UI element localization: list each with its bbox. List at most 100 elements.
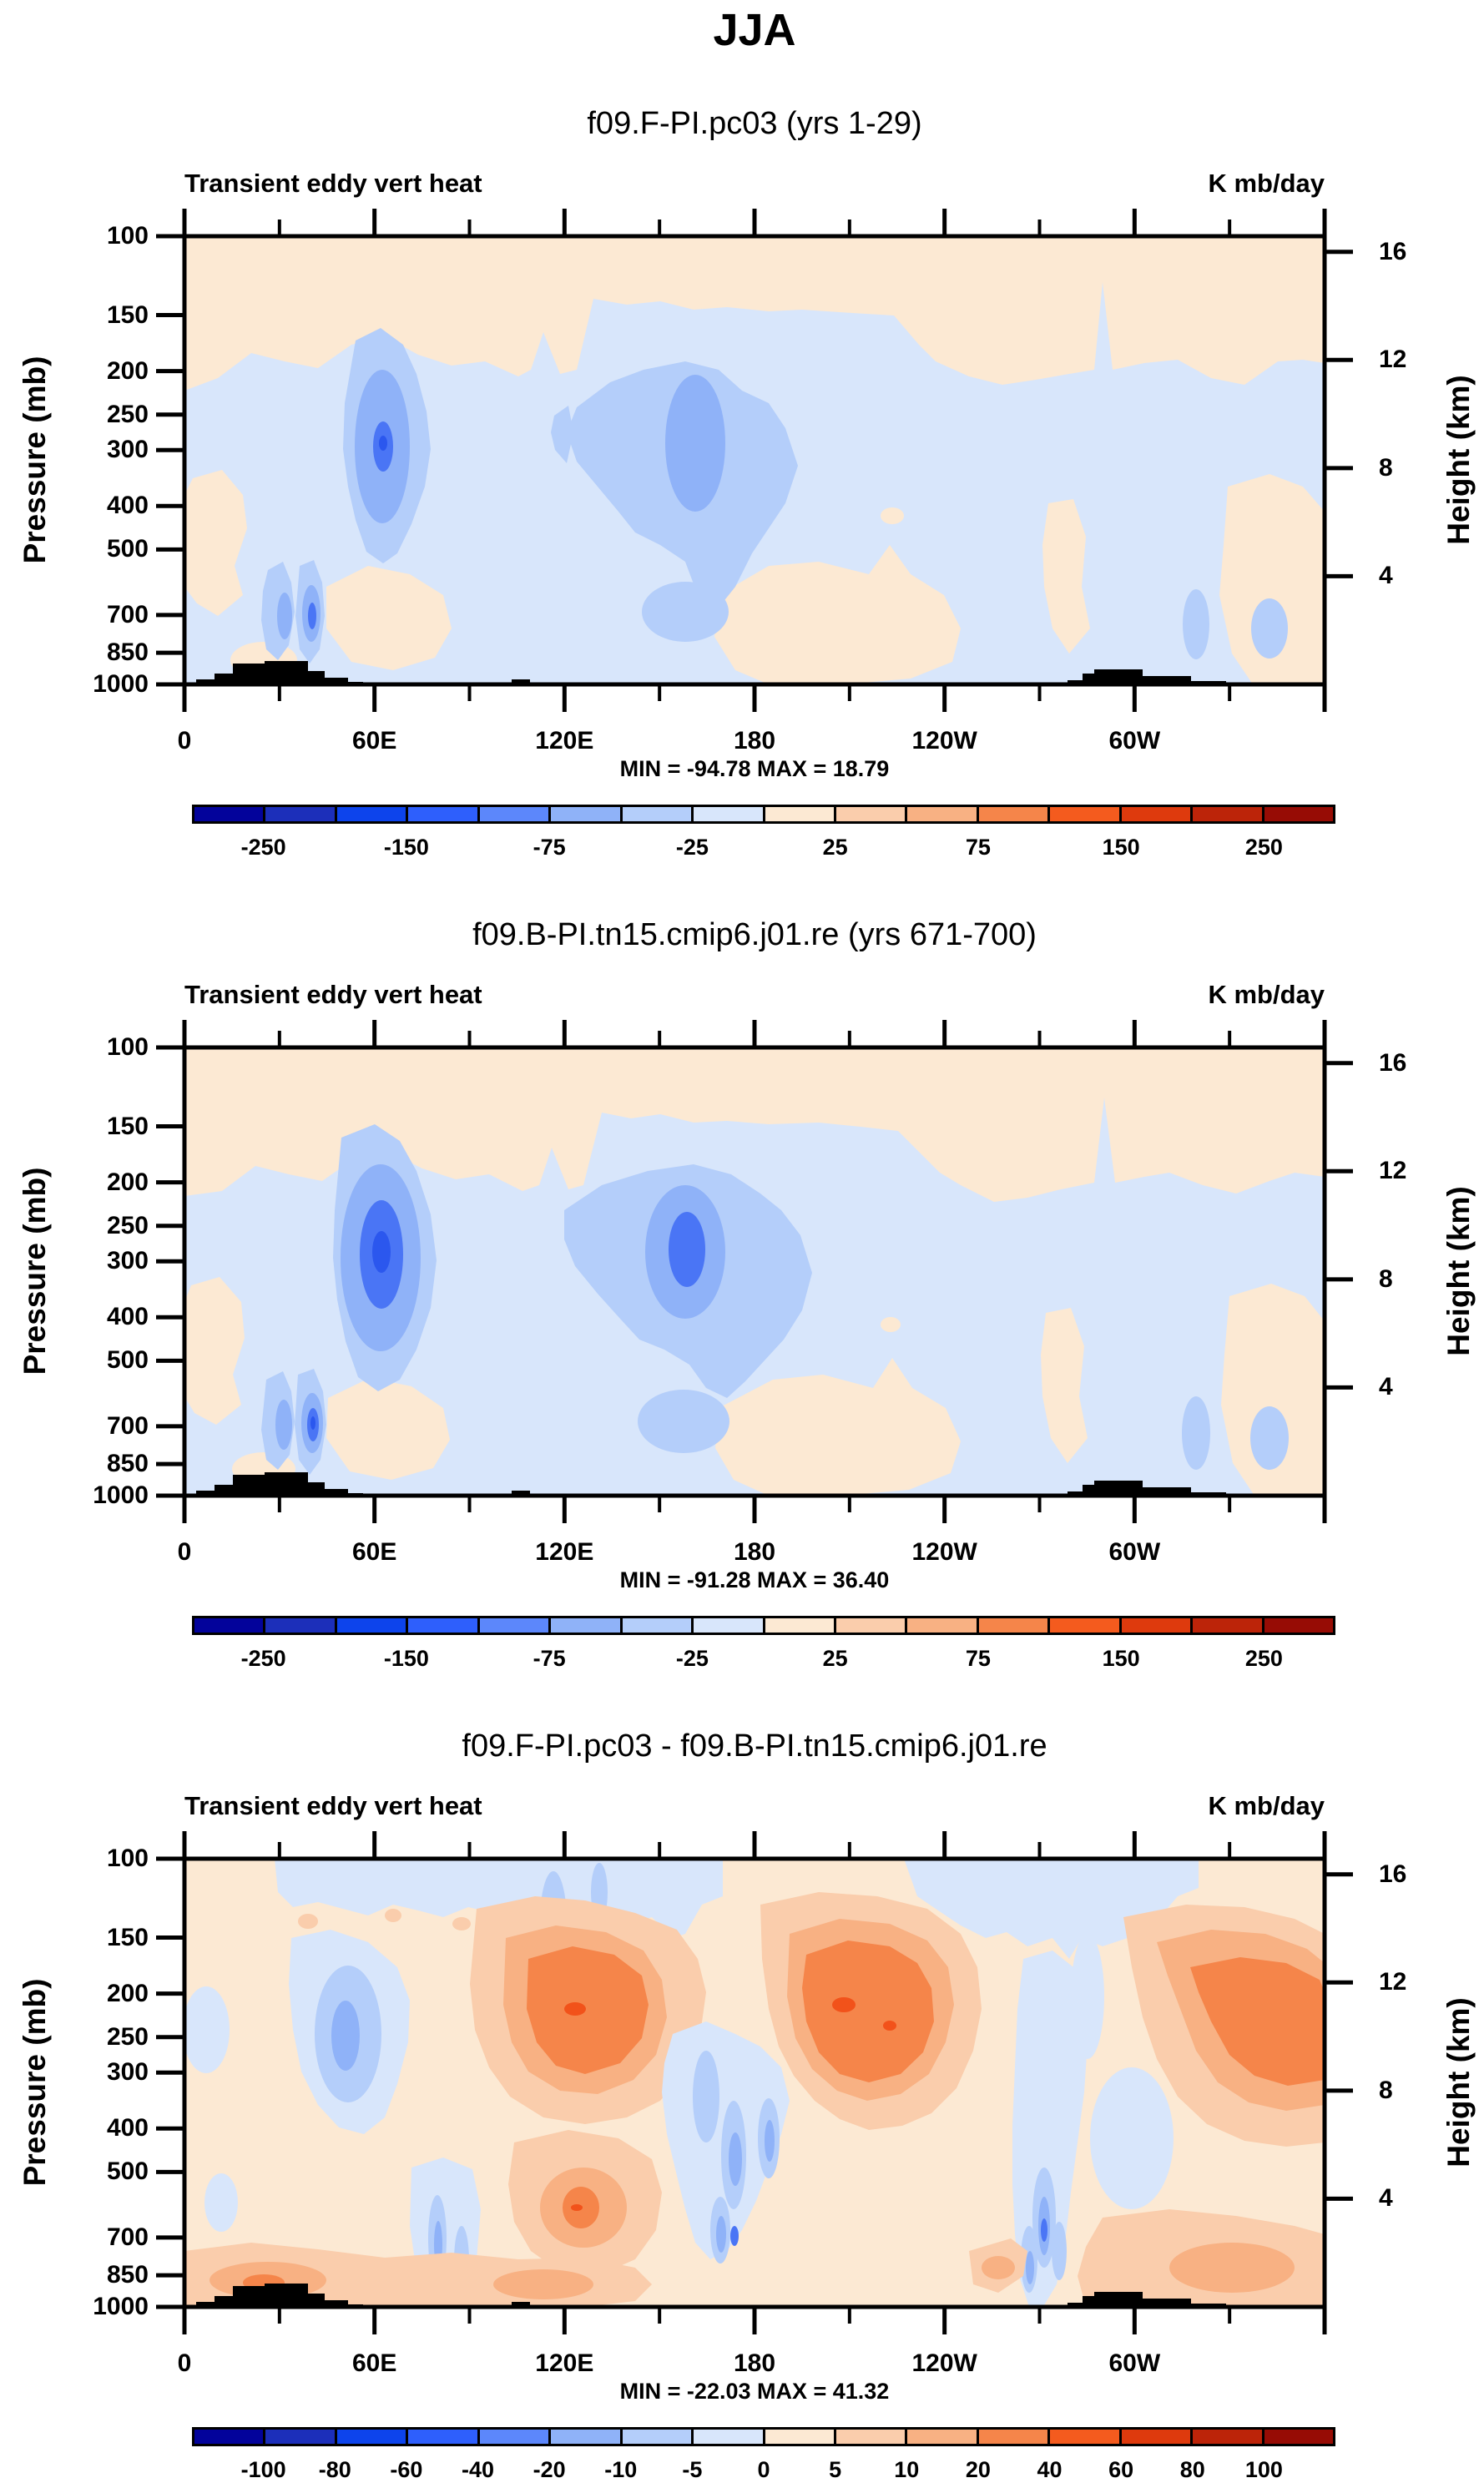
longitude-tick-label: 120E <box>535 727 594 754</box>
colorbar-cell <box>194 2430 264 2444</box>
colorbar-tick-label: -100 <box>240 2457 286 2482</box>
panel2-contour-field <box>134 997 1375 1546</box>
longitude-tick-label: 60W <box>1108 1538 1161 1566</box>
colorbar-tick-label: 0 <box>757 2457 770 2482</box>
pressure-tick-label: 1000 <box>93 670 149 698</box>
height-tick-label: 12 <box>1379 1968 1407 1996</box>
colorbar-cell <box>1190 2430 1262 2444</box>
pressure-tick-label: 250 <box>106 400 149 428</box>
pressure-tick-label: 300 <box>106 2058 149 2087</box>
longitude-tick-label: 60W <box>1108 727 1161 754</box>
pressure-tick-label: 1000 <box>93 1481 149 1509</box>
pressure-tick-label: 400 <box>106 2114 149 2142</box>
colorbar-cell <box>691 2430 763 2444</box>
panel1-contour-field <box>134 186 1375 734</box>
colorbar-tick-label: -10 <box>604 2457 638 2482</box>
colorbar-cell <box>1261 1618 1333 1633</box>
pressure-tick-label: 700 <box>106 2223 149 2251</box>
colorbar-cell <box>1047 807 1119 821</box>
colorbar-tick-label: -60 <box>390 2457 423 2482</box>
colorbar-tick-label: 250 <box>1244 835 1283 860</box>
colorbar-tick-label: -25 <box>675 1646 709 1671</box>
height-tick-label: 4 <box>1379 562 1393 590</box>
panel3-min-max-text: MIN = -22.03 MAX = 41.32 <box>619 2379 890 2404</box>
pressure-tick-label: 1000 <box>93 2293 149 2320</box>
colorbar-tick-label: -250 <box>240 1646 286 1671</box>
colorbar-cell <box>477 807 549 821</box>
pressure-tick-label: 400 <box>106 1303 149 1331</box>
colorbar-tick-label: 100 <box>1244 2457 1283 2482</box>
colorbar-cell <box>762 807 834 821</box>
colorbar-tick-label: 25 <box>822 835 848 860</box>
colorbar-tick-label: 75 <box>965 1646 991 1671</box>
pressure-tick-label: 200 <box>106 356 149 385</box>
colorbar-cell <box>691 807 763 821</box>
colorbar-tick-label: 20 <box>965 2457 991 2482</box>
panel3-colorbar <box>192 2427 1335 2446</box>
longitude-tick-label: 0 <box>177 2349 192 2377</box>
colorbar-tick-label: 40 <box>1037 2457 1063 2482</box>
colorbar-cell <box>619 2430 692 2444</box>
colorbar-cell <box>263 807 335 821</box>
pressure-tick-label: 500 <box>106 1346 149 1375</box>
colorbar-cell <box>477 1618 549 1633</box>
pressure-tick-label: 300 <box>106 436 149 464</box>
colorbar-cell <box>194 1618 264 1633</box>
colorbar-cell <box>334 1618 406 1633</box>
colorbar-cell <box>1190 1618 1262 1633</box>
colorbar-tick-label: -250 <box>240 835 286 860</box>
colorbar-tick-label: 150 <box>1102 1646 1140 1671</box>
colorbar-cell <box>548 807 620 821</box>
pressure-tick-label: 250 <box>106 2022 149 2051</box>
height-tick-label: 8 <box>1379 2076 1393 2104</box>
colorbar-tick-label: -80 <box>318 2457 351 2482</box>
page-title: JJA <box>713 5 796 55</box>
panel1-subtitle: f09.F-PI.pc03 (yrs 1-29) <box>587 106 922 141</box>
pressure-tick-label: 200 <box>106 1168 149 1196</box>
pressure-tick-label: 150 <box>106 300 149 329</box>
pressure-tick-label: 700 <box>106 1411 149 1440</box>
height-tick-label: 16 <box>1379 1048 1407 1077</box>
colorbar-cell <box>406 1618 477 1633</box>
colorbar-cell <box>762 2430 834 2444</box>
colorbar-tick-label: 25 <box>822 1646 848 1671</box>
colorbar-cell <box>194 807 264 821</box>
colorbar-cell <box>762 1618 834 1633</box>
longitude-tick-label: 180 <box>733 2349 776 2377</box>
colorbar-cell <box>833 1618 906 1633</box>
colorbar-tick-label: 5 <box>829 2457 842 2482</box>
height-tick-label: 12 <box>1379 1157 1407 1185</box>
colorbar-cell <box>406 807 477 821</box>
pressure-tick-label: 250 <box>106 1211 149 1239</box>
colorbar-tick-label: -25 <box>675 835 709 860</box>
colorbar-tick-label: -150 <box>383 1646 429 1671</box>
colorbar-cell <box>334 807 406 821</box>
pressure-tick-label: 850 <box>106 638 149 667</box>
longitude-tick-label: 120E <box>535 1538 594 1566</box>
longitude-tick-label: 120W <box>911 727 977 754</box>
colorbar-cell <box>905 807 977 821</box>
colorbar-cell <box>1261 2430 1333 2444</box>
colorbar-cell <box>1118 1618 1191 1633</box>
panel2-subtitle: f09.B-PI.tn15.cmip6.j01.re (yrs 671-700) <box>472 917 1037 952</box>
panel2-min-max-text: MIN = -91.28 MAX = 36.40 <box>619 1567 890 1592</box>
pressure-tick-label: 500 <box>106 535 149 563</box>
colorbar-cell <box>976 1618 1048 1633</box>
panel3-variable-label: Transient eddy vert heat <box>184 1791 482 1820</box>
colorbar-tick-label: 150 <box>1102 835 1140 860</box>
colorbar-tick-label: 80 <box>1179 2457 1205 2482</box>
colorbar-cell <box>548 2430 620 2444</box>
longitude-tick-label: 60W <box>1108 2349 1161 2377</box>
colorbar-cell <box>263 1618 335 1633</box>
pressure-tick-label: 200 <box>106 1979 149 2007</box>
panel3-contour-field <box>134 1809 1375 2357</box>
longitude-tick-label: 180 <box>733 727 776 754</box>
colorbar-cell <box>1047 1618 1119 1633</box>
colorbar-tick-label: 75 <box>965 835 991 860</box>
colorbar-tick-label: -150 <box>383 835 429 860</box>
colorbar-cell <box>477 2430 549 2444</box>
height-tick-label: 4 <box>1379 2184 1393 2213</box>
colorbar-cell <box>833 807 906 821</box>
colorbar-cell <box>619 1618 692 1633</box>
